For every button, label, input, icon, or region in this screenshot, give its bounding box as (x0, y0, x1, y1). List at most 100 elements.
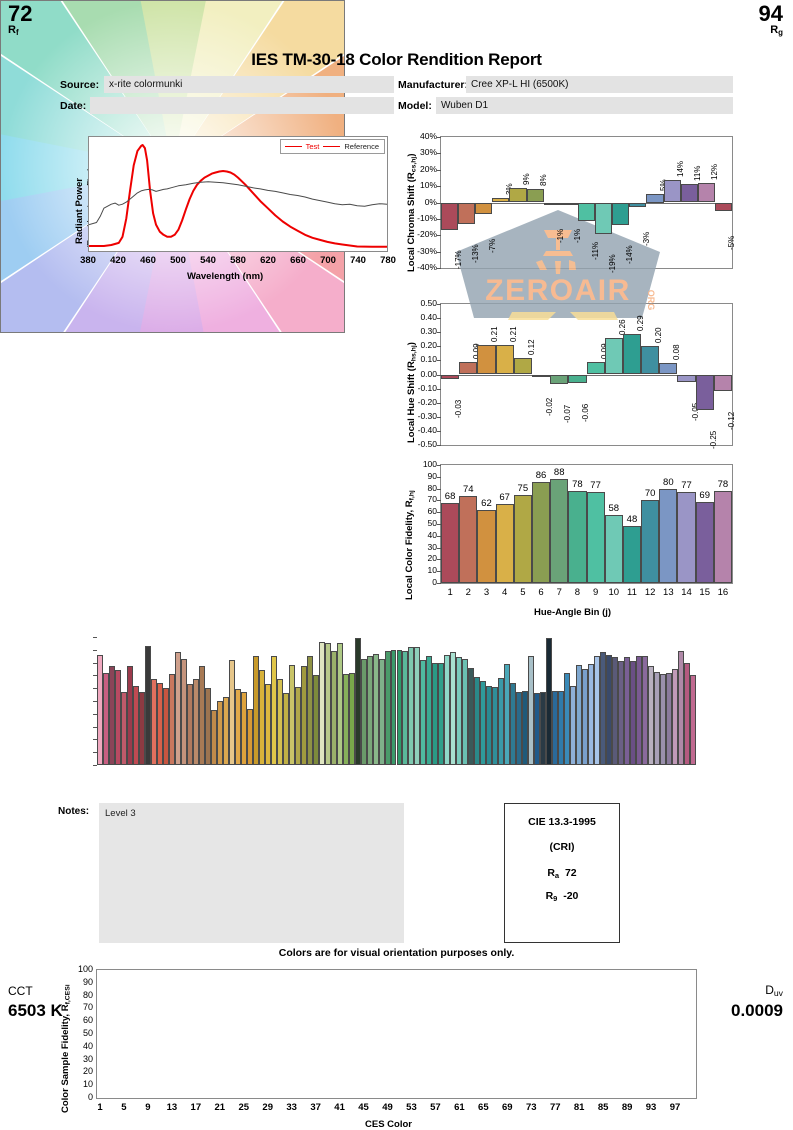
fidelity-bar-label: 67 (499, 491, 510, 503)
hue-bar (604, 337, 623, 375)
fidelity-tickmark (437, 512, 441, 514)
ces-tickmark (93, 701, 97, 702)
chroma-bar-label: 12% (710, 163, 720, 180)
chroma-tickmark (437, 153, 441, 155)
ces-bar (408, 647, 415, 765)
source-label: Source: (60, 79, 100, 91)
ces-bar (444, 654, 451, 765)
fidelity-bar-label: 69 (699, 489, 710, 501)
chroma-tickmark (437, 186, 441, 188)
hue-tickmark (437, 332, 441, 334)
hue-ytick: -0.40 (417, 424, 437, 435)
ces-bar (360, 658, 367, 765)
ces-bar (528, 656, 535, 765)
ces-ytick: 100 (77, 964, 93, 974)
ces-bar (270, 656, 277, 765)
spd-xtick: 420 (110, 255, 126, 266)
ces-bar (156, 683, 163, 765)
spd-ylabel: Radiant Power (74, 178, 85, 244)
fidelity-bar-label: 74 (462, 483, 474, 495)
fidelity-xtick: 8 (574, 587, 581, 598)
fidelity-bar-label: 68 (444, 490, 456, 502)
fidelity-ytick: 10 (427, 565, 437, 576)
chroma-tickmark (437, 137, 441, 138)
ces-ytick: 30 (82, 1053, 93, 1064)
ces-bar (306, 656, 313, 765)
ces-bar (678, 651, 684, 765)
fidelity-bar-label: 77 (681, 480, 692, 492)
ces-bar (666, 672, 673, 765)
ces-bar (276, 679, 283, 765)
chroma-bar-label: -13% (470, 244, 480, 263)
source-field[interactable]: x-rite colormunki (104, 76, 394, 93)
cri-box: CIE 13.3-1995 (CRI) Ra 72 R9 -20 (504, 803, 620, 943)
ces-bar (420, 660, 427, 765)
fidelity-tickmark (437, 465, 441, 466)
ces-tickmark (93, 637, 97, 638)
ces-xtick: 49 (382, 1102, 393, 1113)
hue-tickmark (437, 374, 441, 376)
fidelity-bar (513, 494, 532, 583)
ces-bar (144, 645, 151, 765)
ces-bar (216, 701, 223, 765)
ces-bar (630, 661, 637, 765)
ces-xtick: 13 (166, 1102, 178, 1113)
ces-bar (510, 683, 517, 765)
spd-xtick: 740 (350, 255, 366, 266)
fidelity-ytick: 0 (432, 577, 437, 587)
date-label: Date: (60, 100, 87, 112)
ces-bar (492, 686, 499, 765)
ces-bar (162, 688, 169, 765)
hue-ytick: 0.20 (420, 340, 437, 351)
ces-bar (654, 671, 661, 765)
cri-subtitle: (CRI) (549, 841, 575, 853)
date-field[interactable] (90, 97, 394, 114)
ces-tickmark (93, 688, 97, 690)
hue-tickmark (437, 445, 441, 446)
hue-bar-label: 0.29 (635, 315, 645, 331)
ces-bar (438, 662, 445, 765)
fidelity-xtick: 15 (699, 587, 710, 598)
fidelity-ytick: 50 (427, 518, 437, 528)
fidelity-xtick: 2 (465, 587, 471, 598)
ces-bar (594, 656, 601, 765)
ces-tickmark (93, 713, 97, 715)
chroma-bar (526, 189, 544, 203)
fidelity-bar (586, 492, 605, 583)
hue-tickmark (437, 416, 441, 418)
chroma-bar-label: -1% (573, 228, 583, 244)
hue-bar (713, 374, 732, 392)
ces-tickmark (93, 649, 97, 651)
chroma-ytick: 0% (424, 196, 437, 207)
chroma-bar-label: 9% (522, 173, 532, 185)
ces-bar (480, 680, 487, 765)
hue-ytick: -0.30 (417, 410, 437, 421)
notes-field[interactable]: Level 3 (99, 803, 404, 943)
hue-bar (695, 374, 714, 410)
manufacturer-field[interactable]: Cree XP-L HI (6500K) (466, 76, 733, 93)
fidelity-bar-label: 78 (572, 478, 583, 490)
chroma-tickmark (437, 235, 441, 237)
fidelity-bar-label: 62 (481, 497, 492, 509)
fidelity-bar (622, 526, 642, 583)
chroma-bar-label: 8% (539, 174, 549, 187)
ces-xtick: 97 (669, 1102, 681, 1113)
ces-bar (624, 657, 631, 765)
fidelity-ytick: 100 (422, 459, 437, 469)
fidelity-ytick: 70 (427, 494, 437, 505)
fidelity-bar-label: 88 (553, 467, 565, 479)
fidelity-ytick: 20 (427, 553, 437, 564)
chroma-bar-label: 11% (693, 166, 703, 182)
ces-bar (432, 662, 439, 765)
ces-xlabel: CES Color (365, 1119, 412, 1130)
fidelity-tickmark (437, 571, 441, 573)
spd-xlabel: Wavelength (nm) (187, 271, 264, 282)
ces-ytick: 0 (87, 1092, 93, 1102)
fidelity-bar (604, 514, 623, 583)
fidelity-bar (659, 488, 678, 583)
model-field[interactable]: Wuben D1 (436, 97, 733, 114)
ces-bar (612, 657, 619, 765)
ces-tickmark (93, 726, 97, 728)
hue-bar (513, 357, 532, 375)
page-title: IES TM-30-18 Color Rendition Report (251, 50, 542, 69)
